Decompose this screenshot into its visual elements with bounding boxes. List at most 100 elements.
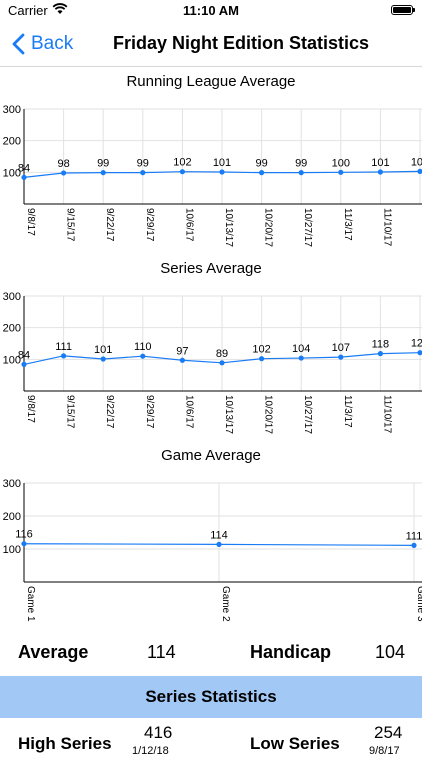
x-tick-label: 10/6/17 bbox=[183, 395, 194, 429]
x-tick-label: 9/15/17 bbox=[65, 208, 76, 242]
handicap-value: 104 bbox=[375, 642, 406, 662]
data-label: 99 bbox=[295, 158, 307, 170]
x-tick-label: 9/15/17 bbox=[65, 395, 76, 429]
data-label: 104 bbox=[292, 343, 310, 355]
data-label: 89 bbox=[216, 348, 228, 360]
y-tick-label: 100 bbox=[3, 167, 21, 179]
low-series-label: Low Series bbox=[250, 734, 340, 753]
y-tick-label: 200 bbox=[3, 136, 21, 148]
x-tick-label: 11/3/17 bbox=[342, 395, 353, 428]
data-point bbox=[21, 174, 27, 180]
x-tick-label: 10/13/17 bbox=[223, 395, 234, 434]
data-point bbox=[377, 169, 383, 175]
data-point bbox=[411, 542, 417, 548]
navigation-bar: Back Friday Night Edition Statistics bbox=[0, 22, 422, 67]
y-tick-label: 200 bbox=[3, 323, 21, 335]
x-tick-label: 10/6/17 bbox=[183, 208, 194, 242]
data-point bbox=[417, 168, 422, 174]
game-average-chart-title: Game Average bbox=[161, 447, 261, 464]
data-point bbox=[61, 353, 67, 359]
data-label: 100 bbox=[332, 157, 350, 169]
high-series-value: 416 bbox=[144, 723, 173, 742]
x-tick-label: Game 1 bbox=[25, 586, 36, 622]
running-average-chart-title: Running League Average bbox=[126, 73, 296, 90]
x-tick-label: 10/27/17 bbox=[302, 208, 313, 247]
y-tick-label: 100 bbox=[3, 544, 21, 556]
data-label: 103 bbox=[411, 156, 422, 168]
data-label: 84 bbox=[18, 162, 30, 174]
x-tick-label: 10/20/17 bbox=[263, 208, 274, 247]
data-point bbox=[140, 353, 146, 359]
data-point bbox=[338, 354, 344, 360]
data-point bbox=[61, 170, 67, 176]
data-point bbox=[21, 361, 27, 367]
x-tick-label: 9/29/17 bbox=[144, 395, 155, 429]
data-label: 84 bbox=[18, 349, 30, 361]
wifi-icon bbox=[52, 3, 68, 14]
high-series-date: 1/12/18 bbox=[132, 745, 169, 757]
data-point bbox=[100, 356, 106, 362]
game-average-chart: 100 200 300 Game 1 Game 2 Game 3 116 114 111 bbox=[3, 478, 422, 622]
running-league-average-chart: 100 200 300 9/8/17 9/15/17 9/22/17 9/29/17 10/6… bbox=[3, 104, 422, 247]
data-label: 111 bbox=[406, 530, 422, 542]
data-label: 99 bbox=[137, 158, 149, 170]
series-statistics-row: High Series 416 1/12/18 Low Series 254 9… bbox=[0, 718, 422, 757]
x-tick-label: 9/8/17 bbox=[25, 208, 36, 236]
series-statistics-header: Series Statistics bbox=[0, 676, 422, 718]
data-label: 121 bbox=[411, 338, 422, 350]
data-label: 116 bbox=[15, 529, 33, 541]
data-point bbox=[179, 169, 185, 175]
x-tick-label: 9/8/17 bbox=[25, 395, 36, 423]
x-tick-label: 10/13/17 bbox=[223, 208, 234, 247]
data-label: 101 bbox=[94, 344, 112, 356]
page-title: Friday Night Edition Statistics bbox=[112, 33, 370, 53]
back-button-label: Back bbox=[31, 33, 74, 54]
data-point bbox=[219, 360, 225, 366]
carrier-label: Carrier bbox=[8, 3, 48, 18]
y-tick-label: 300 bbox=[3, 104, 21, 116]
x-tick-label: 10/27/17 bbox=[302, 395, 313, 434]
y-tick-label: 300 bbox=[3, 291, 21, 303]
data-point bbox=[216, 541, 222, 547]
average-summary-row: Average 114 Handicap 104 bbox=[0, 638, 422, 666]
data-label: 98 bbox=[57, 158, 69, 170]
data-label: 101 bbox=[213, 157, 231, 169]
status-bar: Carrier 11:10 AM bbox=[0, 0, 422, 22]
x-tick-label: Game 3 bbox=[415, 586, 422, 622]
data-label: 118 bbox=[372, 339, 390, 351]
back-button[interactable]: Back bbox=[12, 31, 73, 57]
data-point bbox=[100, 170, 106, 176]
x-tick-label: 11/10/17 bbox=[381, 395, 392, 434]
x-tick-label: 9/22/17 bbox=[104, 208, 115, 242]
x-tick-label: 9/29/17 bbox=[144, 208, 155, 242]
x-tick-label: 10/20/17 bbox=[263, 395, 274, 434]
y-tick-label: 100 bbox=[3, 354, 21, 366]
y-tick-label: 200 bbox=[3, 511, 21, 523]
high-series-label: High Series bbox=[18, 734, 112, 753]
data-label: 102 bbox=[252, 344, 270, 356]
series-average-chart: 100 200 300 9/8/17 9/15/17 9/22/17 9/29/17 10/6… bbox=[3, 291, 422, 434]
data-label: 97 bbox=[176, 345, 188, 357]
handicap-label: Handicap bbox=[250, 642, 332, 662]
x-tick-label: 9/22/17 bbox=[104, 395, 115, 429]
data-point bbox=[417, 350, 422, 356]
data-label: 99 bbox=[97, 158, 109, 170]
x-tick-label: 11/10/17 bbox=[381, 208, 392, 247]
data-label: 101 bbox=[371, 157, 389, 169]
x-tick-label: Game 2 bbox=[220, 586, 231, 622]
data-point bbox=[219, 169, 225, 175]
data-label: 111 bbox=[55, 341, 72, 353]
data-label: 102 bbox=[173, 157, 191, 169]
average-label: Average bbox=[18, 642, 89, 662]
data-point bbox=[298, 355, 304, 361]
data-point bbox=[259, 356, 265, 362]
data-label: 110 bbox=[134, 341, 152, 353]
x-tick-label: 11/3/17 bbox=[342, 208, 353, 241]
data-point bbox=[259, 170, 265, 176]
chevron-left-icon bbox=[12, 33, 25, 55]
data-point bbox=[21, 541, 27, 547]
y-tick-label: 300 bbox=[3, 478, 21, 490]
low-series-value: 254 bbox=[374, 723, 403, 742]
low-series-date: 9/8/17 bbox=[369, 745, 400, 757]
data-point bbox=[140, 170, 146, 176]
